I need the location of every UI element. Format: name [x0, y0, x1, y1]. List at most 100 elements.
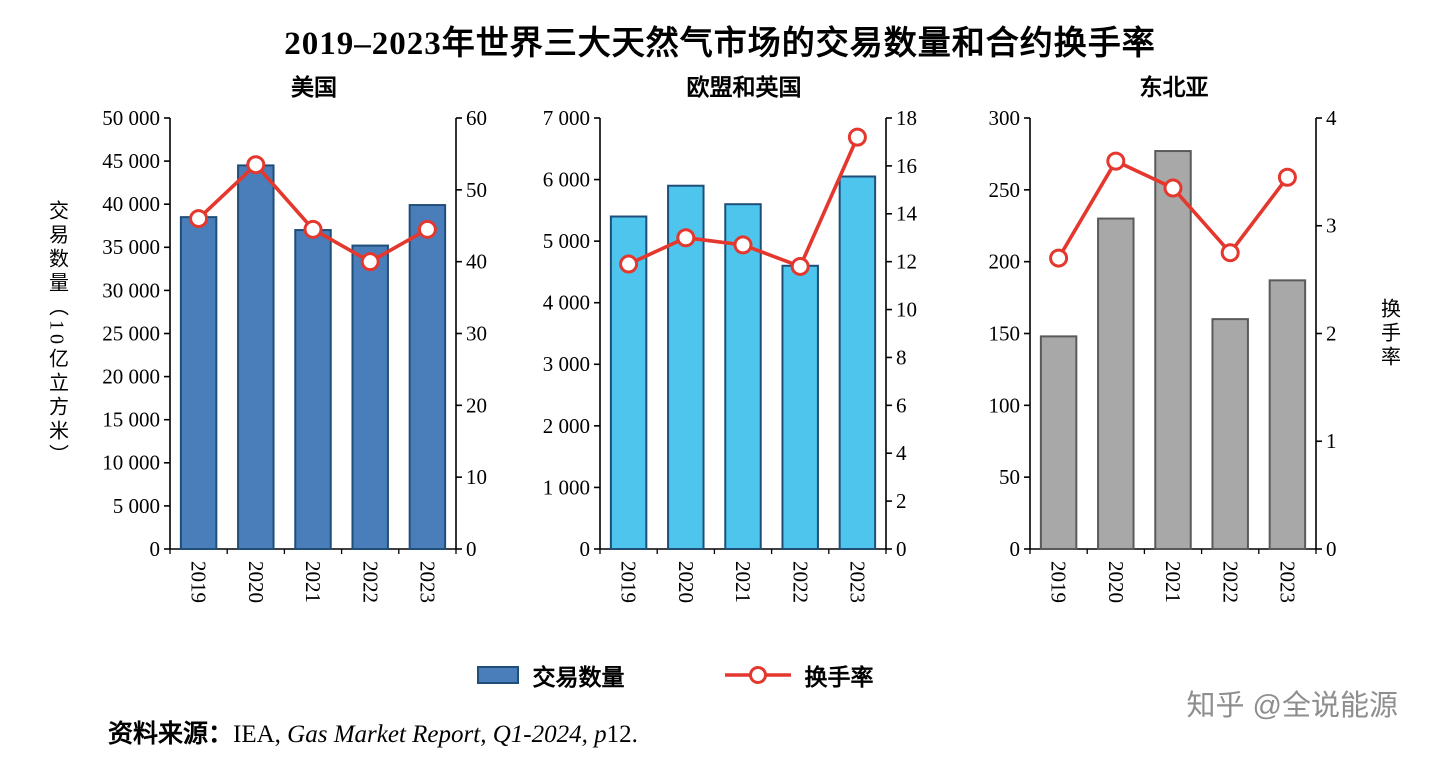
turnover-marker-2021	[733, 235, 753, 255]
legend-label-turnover: 换手率	[804, 665, 874, 690]
right-tick-label: 12	[896, 250, 917, 274]
left-tick-label: 4 000	[543, 291, 590, 315]
left-tick-label: 1 000	[543, 475, 590, 499]
bar-2022	[781, 264, 819, 550]
x-tick-label-2020: 2020	[1104, 561, 1128, 603]
legend-item-turnover: 换手率	[724, 658, 874, 692]
x-tick-label-2023: 2023	[845, 561, 869, 603]
left-tick-label: 15 000	[102, 408, 160, 432]
right-tick-label: 0	[466, 537, 477, 561]
chart-subtitle-us: 美国	[291, 75, 337, 100]
legend-item-volume: 交易数量	[476, 658, 625, 692]
turnover-marker-2022	[360, 252, 380, 272]
bar-2021	[294, 229, 332, 550]
left-tick-label: 0	[1010, 537, 1021, 561]
left-tick-label: 5 000	[113, 494, 160, 518]
right-tick-label: 1	[1326, 429, 1337, 453]
turnover-marker-2023	[417, 219, 437, 239]
turnover-marker-2022	[790, 256, 810, 276]
right-tick-label: 30	[466, 321, 487, 345]
left-tick-label: 30 000	[102, 278, 160, 302]
bar-2021	[724, 203, 762, 550]
legend-bar-swatch-icon	[476, 666, 519, 684]
left-tick-label: 3 000	[543, 352, 590, 376]
left-tick-label: 45 000	[102, 149, 160, 173]
source-prefix: 资料来源：	[108, 721, 234, 748]
chart-subtitle-northeast-asia: 东北亚	[1139, 75, 1209, 100]
right-tick-label: 40	[466, 250, 487, 274]
chart-northeast-asia: 0 50 100 150 200 250 300 0 1 2 3 4 2019 2020 2021 2022 2…	[938, 104, 1368, 644]
bar-2022	[1211, 318, 1249, 550]
left-tick-label: 200	[989, 250, 1021, 274]
right-tick-label: 0	[1326, 537, 1337, 561]
left-axis-label: 交易数量（10亿立方米）	[45, 199, 68, 468]
right-tick-label: 10	[896, 297, 917, 321]
left-tick-label: 2 000	[543, 414, 590, 438]
legend-label-volume: 交易数量	[532, 665, 625, 690]
chart-us: 0 5 000 10 000 15 000 20 000 25 000 30 000 35 0…	[78, 104, 508, 644]
right-tick-label: 2	[1326, 321, 1337, 345]
legend-line-swatch-icon	[724, 666, 791, 684]
turnover-marker-2020	[676, 228, 696, 248]
bar-2023	[408, 204, 447, 550]
left-tick-label: 100	[989, 393, 1021, 417]
x-tick-label-2023: 2023	[1275, 561, 1299, 603]
turnover-marker-2019	[1049, 248, 1069, 268]
right-tick-label: 4	[1326, 106, 1337, 130]
bar-2023	[838, 175, 877, 550]
watermark: 知乎 @全说能源	[1186, 690, 1399, 722]
right-tick-label: 0	[896, 537, 907, 561]
x-tick-label-2020: 2020	[244, 561, 268, 603]
x-tick-label-2022: 2022	[1218, 561, 1242, 603]
left-tick-label: 20 000	[102, 365, 160, 389]
turnover-marker-2023	[1277, 167, 1297, 187]
right-tick-label: 4	[896, 441, 907, 465]
left-tick-label: 0	[580, 537, 591, 561]
bar-2019	[1039, 335, 1078, 550]
turnover-marker-2022	[1220, 243, 1240, 263]
chart-eu-uk: 0 1 000 2 000 3 000 4 000 5 000 6 000 7 000 0 2 4 6…	[508, 104, 938, 644]
left-tick-label: 50	[999, 465, 1020, 489]
chart-canvas-2: 0 50 100 150 200 250 300 0 1 2 3 4 2019 2020 2021 2022 2…	[989, 106, 1338, 603]
right-axis-label: 换手率	[1377, 297, 1400, 370]
turnover-marker-2021	[303, 219, 323, 239]
x-tick-label-2021: 2021	[731, 561, 755, 603]
chart-canvas-1: 0 1 000 2 000 3 000 4 000 5 000 6 000 7 000 0 2 4 6…	[543, 106, 918, 603]
left-tick-label: 5 000	[543, 229, 590, 253]
turnover-marker-2020	[1106, 151, 1126, 171]
source-note: 资料来源：IEA, Gas Market Report, Q1-2024, p1…	[108, 714, 638, 750]
left-axis-label-column: 交易数量（10亿立方米）	[36, 72, 78, 639]
source-plain: IEA,	[233, 721, 288, 748]
right-tick-label: 8	[896, 345, 907, 369]
x-tick-label-2019: 2019	[1047, 561, 1071, 603]
left-tick-label: 35 000	[102, 235, 160, 259]
x-tick-label-2020: 2020	[674, 561, 698, 603]
left-tick-label: 300	[989, 106, 1021, 130]
left-tick-label: 250	[989, 178, 1021, 202]
left-tick-label: 25 000	[102, 321, 160, 345]
turnover-marker-2020	[246, 155, 266, 175]
right-tick-label: 14	[896, 202, 918, 226]
right-tick-label: 10	[466, 465, 487, 489]
right-tick-label: 20	[466, 393, 487, 417]
bar-2019	[179, 216, 218, 550]
left-tick-label: 7 000	[543, 106, 590, 130]
source-suffix: 12.	[606, 721, 638, 748]
bar-2021	[1154, 150, 1192, 550]
source-italic: Gas Market Report, Q1-2024, p	[287, 721, 607, 748]
right-axis-label-column: 换手率	[1368, 72, 1410, 639]
right-tick-label: 2	[896, 489, 907, 513]
right-tick-label: 18	[896, 106, 917, 130]
bar-2020	[237, 164, 275, 550]
x-tick-label-2019: 2019	[187, 561, 211, 603]
turnover-marker-2023	[847, 127, 867, 147]
chart-panel-us: 美国 0 5 000 10 000 15 000 20 000 25 000 30 000 3…	[78, 72, 508, 644]
turnover-marker-2019	[619, 254, 639, 274]
x-tick-label-2019: 2019	[617, 561, 641, 603]
right-tick-label: 16	[896, 154, 917, 178]
chart-title: 2019–2023年世界三大天然气市场的交易数量和合约换手率	[284, 26, 1156, 62]
right-tick-label: 50	[466, 178, 487, 202]
right-tick-label: 3	[1326, 214, 1337, 238]
